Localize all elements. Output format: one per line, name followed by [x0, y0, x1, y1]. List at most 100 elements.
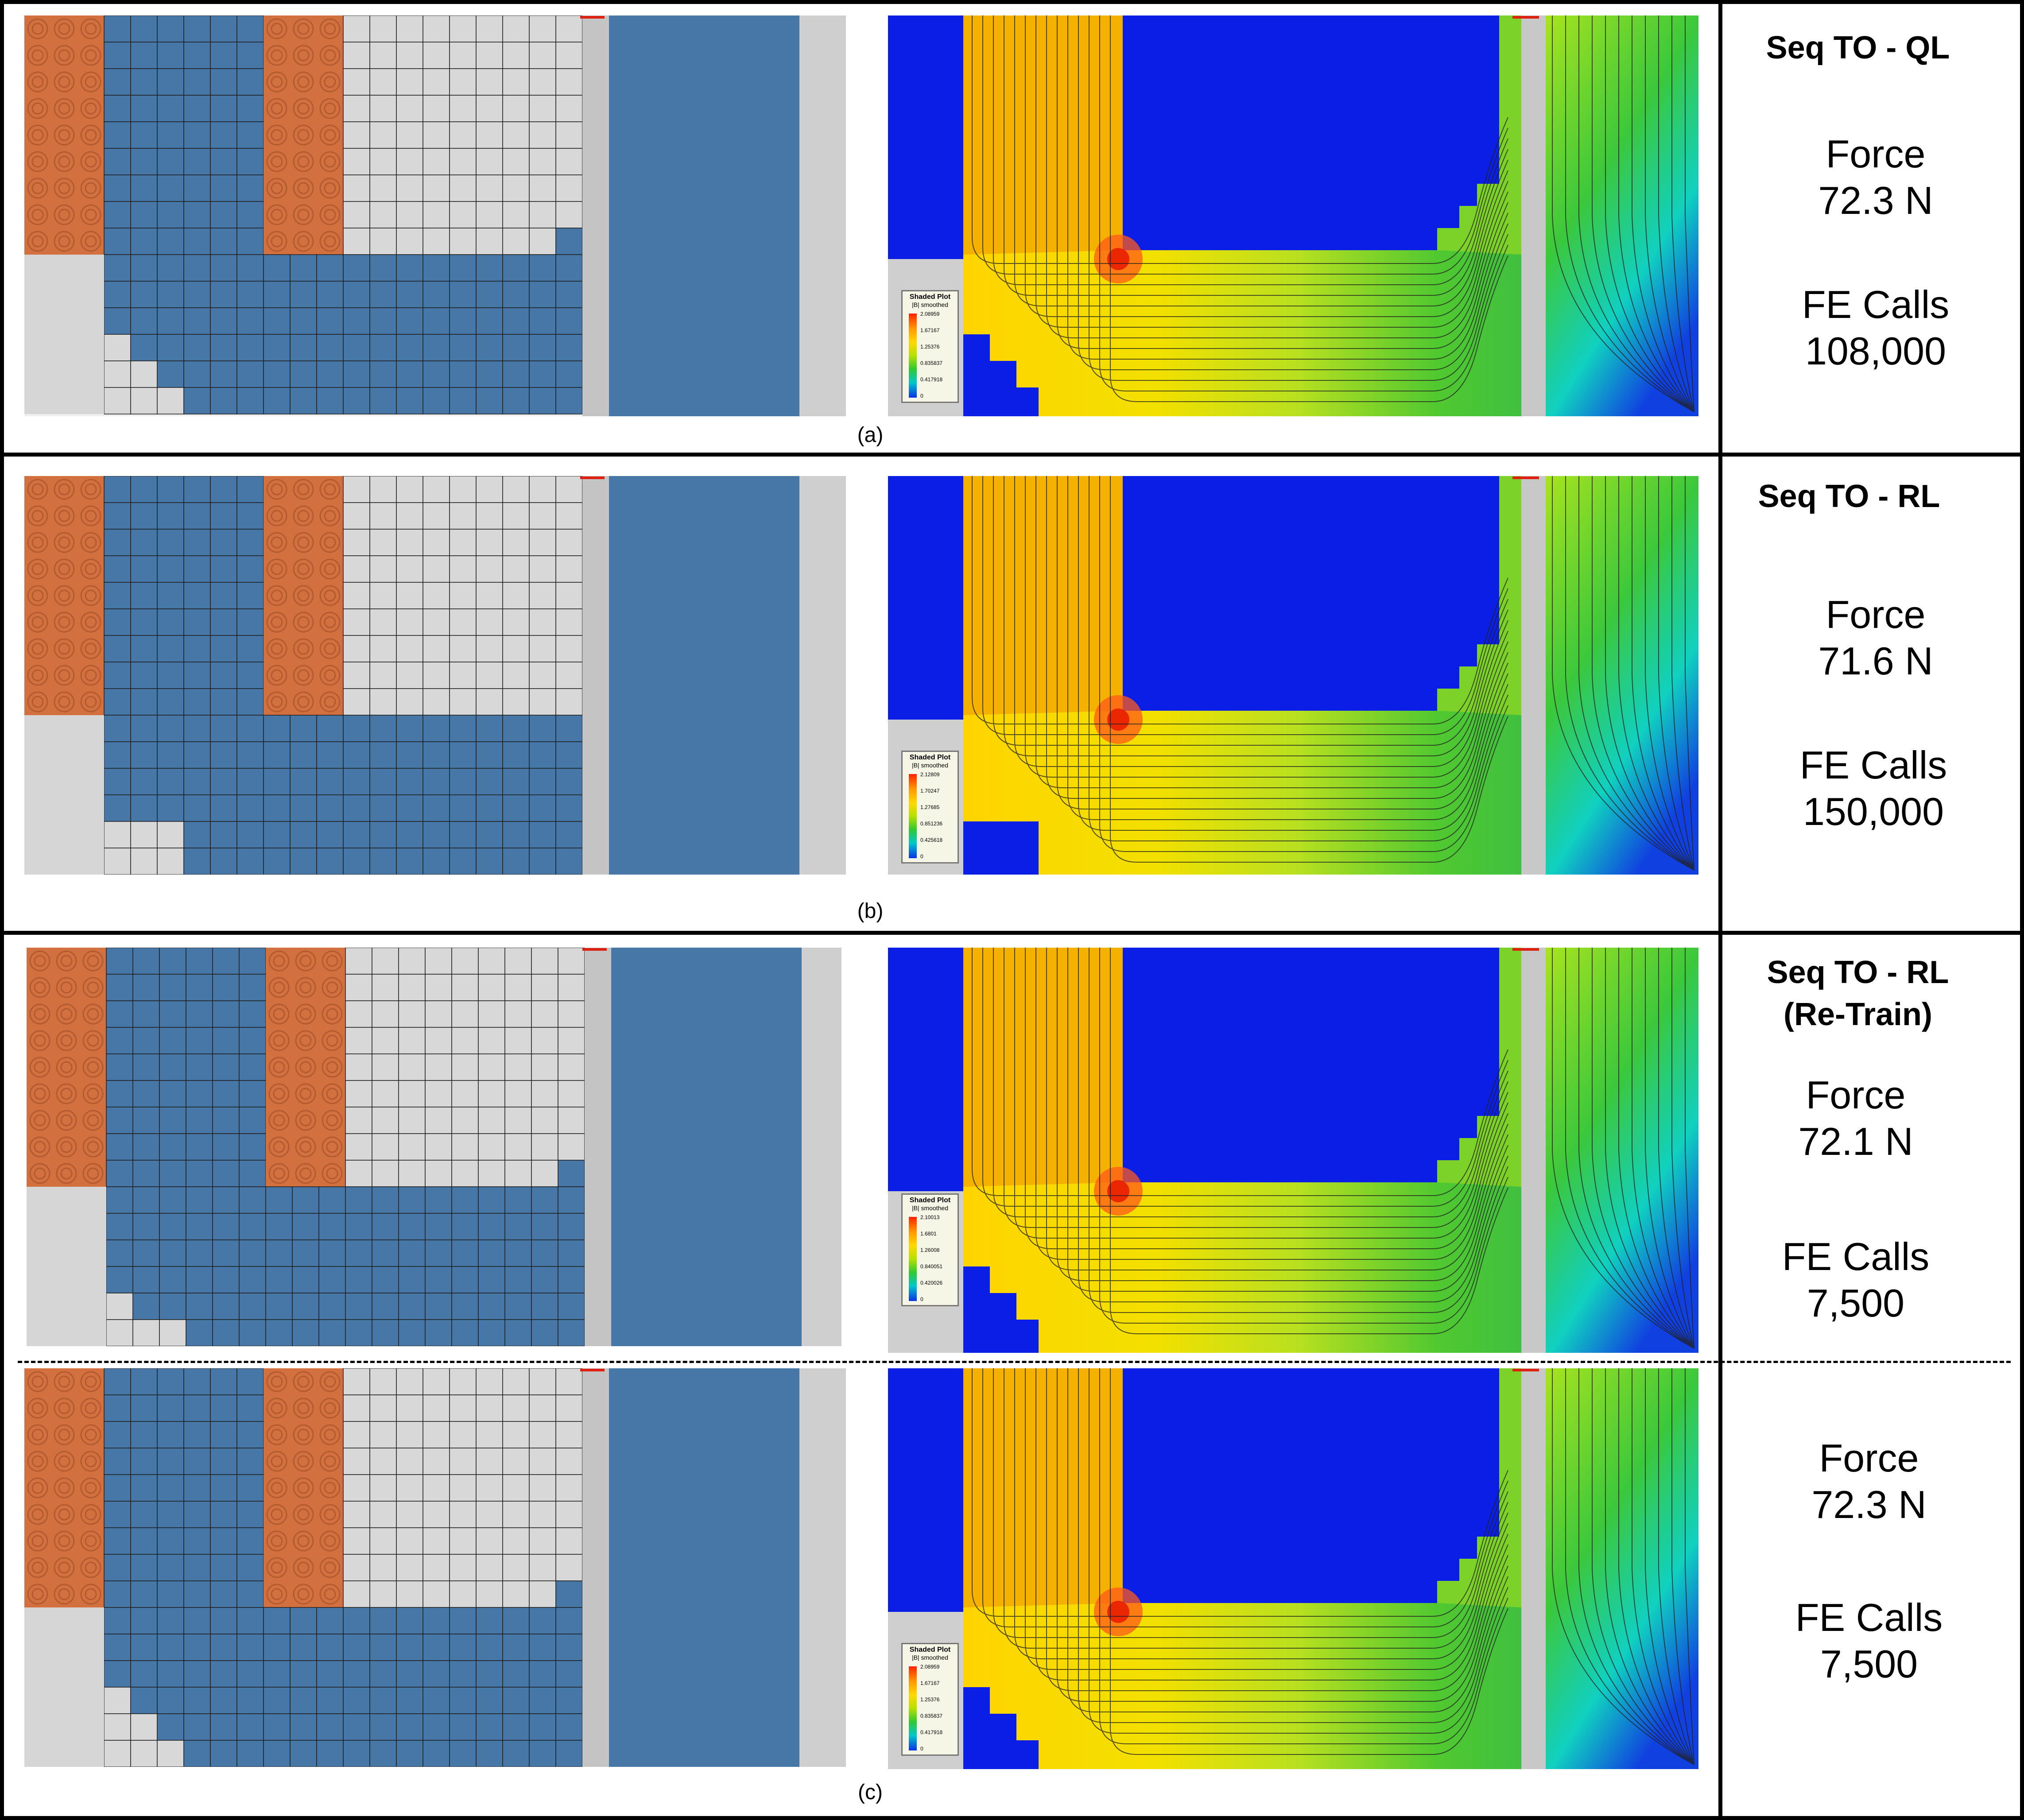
- pole-steps: [1437, 15, 1521, 255]
- calls-value-b: 150,000: [1803, 790, 1944, 833]
- design-grid: [27, 948, 585, 1346]
- legend-colorbar: [909, 314, 917, 398]
- coil-region-left: [888, 15, 963, 259]
- caption-c: (c): [858, 1781, 883, 1804]
- column-divider: [1718, 0, 1722, 1820]
- air-gap-strip: [1521, 1368, 1546, 1769]
- stator-yoke: [963, 711, 1521, 875]
- coil-region-left: [888, 948, 963, 1191]
- method-title-b: Seq TO - RL: [1758, 479, 1940, 514]
- caption-a: (a): [857, 423, 884, 447]
- corner-notch: [963, 1266, 1039, 1353]
- stator-leg: [963, 476, 1123, 724]
- armature-field: [1546, 1368, 1698, 1769]
- legend-value: 1.67167: [920, 327, 940, 333]
- flux-lines: [972, 476, 1694, 871]
- legend-value: 1.6801: [920, 1231, 937, 1237]
- flux-panel-2: Shaded Plot |B| smoothed 2.10013 1.6801 1.26…: [888, 948, 1698, 1353]
- air-gap-strip: [582, 476, 609, 875]
- flux-panel-1: Shaded Plot |B| smoothed 2.12809 1.70247 1.2…: [888, 476, 1698, 875]
- air-gap-left: [24, 715, 104, 875]
- legend-value: 2.08959: [920, 1664, 940, 1670]
- armature-field: [1546, 15, 1698, 416]
- armature-block: [609, 1368, 799, 1767]
- air-gap-strip: [1521, 948, 1546, 1353]
- legend-value: 1.67167: [920, 1680, 940, 1686]
- calls-label-c2: FE Calls: [1795, 1595, 1943, 1639]
- pole-steps: [1437, 476, 1521, 715]
- air-gap-left: [24, 1607, 104, 1767]
- coil-region-left: [888, 1368, 963, 1612]
- flux-panel-0: Shaded Plot |B| smoothed 2.08959 1.67167 1.2…: [888, 15, 1698, 416]
- flux-lines: [972, 15, 1694, 412]
- legend-title: Shaded Plot: [909, 1197, 951, 1204]
- legend-subtitle: |B| smoothed: [912, 301, 948, 308]
- coil-region-left: [888, 476, 963, 720]
- force-label-c1: Force: [1806, 1073, 1906, 1117]
- air-gap-strip: [1521, 15, 1546, 416]
- method-title-c-line2: (Re-Train): [1783, 997, 1933, 1032]
- design-panel-1: [24, 476, 846, 875]
- design-grid: [24, 476, 583, 875]
- air-gap-strip: [582, 15, 609, 416]
- air-gap-left: [24, 255, 104, 414]
- legend-colorbar: [909, 1666, 917, 1750]
- corner-notch: [963, 334, 1039, 416]
- legend-title: Shaded Plot: [909, 1646, 951, 1653]
- design-grid: [24, 1368, 583, 1767]
- coil-region-right: [1123, 476, 1521, 711]
- air-gap-strip: [1521, 476, 1546, 875]
- armature-block: [611, 948, 802, 1346]
- legend-subtitle: |B| smoothed: [912, 1204, 948, 1212]
- stator-yoke: [963, 250, 1521, 416]
- calls-label-c1: FE Calls: [1782, 1235, 1930, 1278]
- legend-value: 2.10013: [920, 1214, 940, 1220]
- calls-label-a: FE Calls: [1802, 283, 1950, 326]
- force-value-c2: 72.3 N: [1811, 1483, 1927, 1526]
- method-title-c: Seq TO - RL: [1767, 955, 1949, 990]
- legend-value: 0.425618: [920, 837, 943, 843]
- legend-colorbar: [909, 774, 917, 858]
- design-panel-3: [24, 1368, 846, 1767]
- legend-value: 2.12809: [920, 771, 940, 778]
- coil-region-right: [1123, 1368, 1521, 1603]
- air-gap-strip: [582, 1368, 609, 1767]
- legend-value: 0.851236: [920, 821, 943, 827]
- flux-lines: [972, 1368, 1694, 1765]
- force-label-a: Force: [1826, 132, 1926, 176]
- legend-subtitle: |B| smoothed: [912, 1654, 948, 1661]
- legend-value: 1.25376: [920, 1696, 940, 1703]
- method-title-a: Seq TO - QL: [1766, 30, 1950, 66]
- legend-value: 0.835837: [920, 1713, 943, 1719]
- calls-value-c1: 7,500: [1807, 1281, 1905, 1325]
- calls-value-c2: 7,500: [1820, 1642, 1918, 1686]
- legend-title: Shaded Plot: [909, 754, 951, 761]
- legend-title: Shaded Plot: [909, 293, 951, 301]
- armature-field: [1546, 948, 1698, 1353]
- stator-yoke: [963, 1603, 1521, 1769]
- pole-steps: [1437, 948, 1521, 1187]
- legend-value: 1.27685: [920, 804, 940, 810]
- stator-leg: [963, 948, 1123, 1196]
- legend-value: 0.840051: [920, 1263, 943, 1270]
- legend-value: 1.26008: [920, 1247, 940, 1253]
- legend-value: 0: [920, 1296, 923, 1302]
- row-divider-dashed: [18, 1361, 2011, 1363]
- legend-colorbar: [909, 1217, 917, 1301]
- flux-panel-3: Shaded Plot |B| smoothed 2.08959 1.67167 1.2…: [888, 1368, 1698, 1769]
- force-value-a: 72.3 N: [1818, 178, 1933, 222]
- legend-value: 0.835837: [920, 360, 943, 366]
- caption-b: (b): [857, 899, 884, 923]
- shaded-plot-legend: Shaded Plot |B| smoothed 2.12809 1.70247 1.2…: [901, 751, 959, 864]
- corner-notch: [963, 821, 1039, 875]
- calls-value-a: 108,000: [1805, 329, 1946, 373]
- legend-value: 0.417918: [920, 1729, 943, 1735]
- force-value-c1: 72.1 N: [1798, 1119, 1913, 1163]
- coil-region-right: [1123, 15, 1521, 250]
- legend-subtitle: |B| smoothed: [912, 762, 948, 769]
- legend-value: 0.417918: [920, 376, 943, 383]
- legend-value: 0: [920, 853, 923, 860]
- armature-block: [609, 15, 799, 416]
- row-divider-2: [0, 931, 2024, 935]
- air-gap-strip: [585, 948, 611, 1346]
